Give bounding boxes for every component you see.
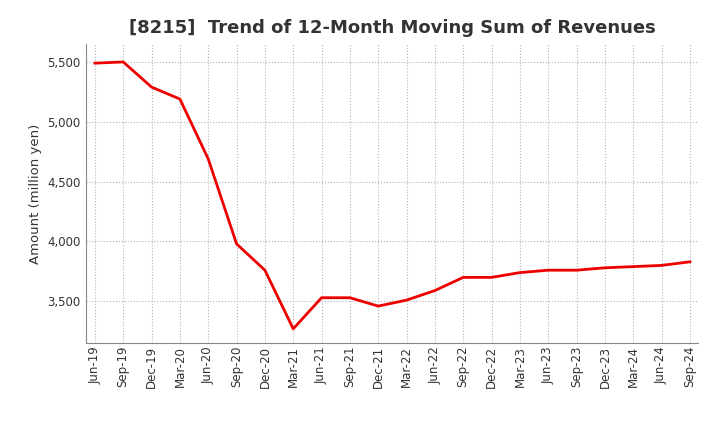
Title: [8215]  Trend of 12-Month Moving Sum of Revenues: [8215] Trend of 12-Month Moving Sum of R… xyxy=(129,19,656,37)
Y-axis label: Amount (million yen): Amount (million yen) xyxy=(29,124,42,264)
